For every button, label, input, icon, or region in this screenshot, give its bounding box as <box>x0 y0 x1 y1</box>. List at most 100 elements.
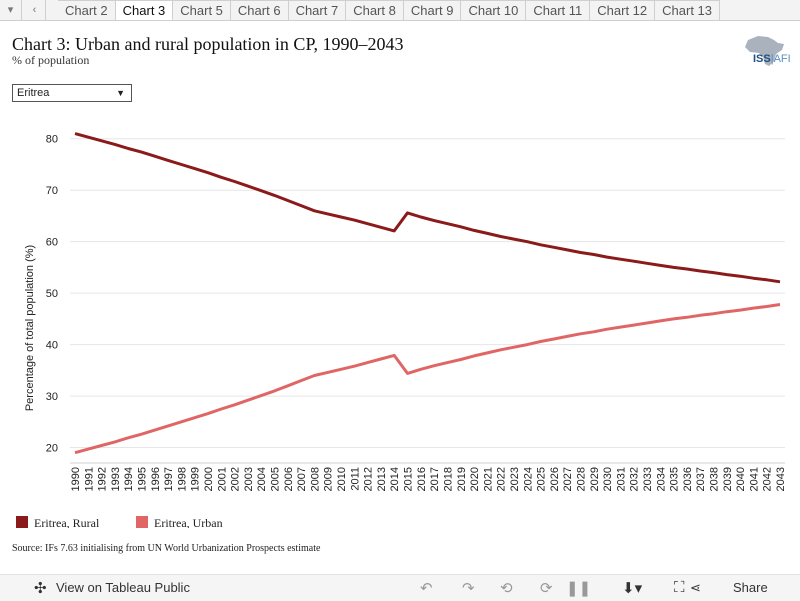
x-tick-label-2036: 2036 <box>682 467 694 491</box>
x-tick-label-2001: 2001 <box>216 467 228 491</box>
x-tick-label-2024: 2024 <box>522 467 534 491</box>
series-line-rural <box>74 132 781 284</box>
x-tick-label-1997: 1997 <box>163 467 175 491</box>
y-tick-label-80: 80 <box>46 134 58 146</box>
x-tick-label-2021: 2021 <box>482 467 494 491</box>
x-tick-label-2033: 2033 <box>642 467 654 491</box>
x-tick-label-1993: 1993 <box>110 467 122 491</box>
tab-chart-3[interactable]: Chart 3 <box>115 0 174 20</box>
legend-swatch-rural <box>16 516 28 528</box>
y-tick-label-40: 40 <box>46 340 58 352</box>
x-tick-label-2012: 2012 <box>363 467 375 491</box>
x-tick-label-2005: 2005 <box>270 467 282 491</box>
download-icon[interactable]: ⬇▾ <box>622 580 643 597</box>
x-tick-label-1998: 1998 <box>176 467 188 491</box>
x-tick-label-1992: 1992 <box>97 467 109 491</box>
y-tick-label-60: 60 <box>46 237 58 249</box>
x-tick-label-2017: 2017 <box>429 467 441 491</box>
country-filter-value: Eritrea <box>17 87 50 99</box>
x-tick-label-2019: 2019 <box>456 467 468 491</box>
x-tick-label-1994: 1994 <box>123 467 135 491</box>
x-tick-label-2030: 2030 <box>602 467 614 491</box>
x-tick-label-2004: 2004 <box>256 467 268 491</box>
legend-swatch-urban <box>136 516 148 528</box>
x-tick-label-2022: 2022 <box>496 467 508 491</box>
tab-scroll-left-chevron-icon[interactable]: ‹ <box>24 0 46 20</box>
tab-chart-13[interactable]: Chart 13 <box>655 0 721 20</box>
undo-icon[interactable]: ↶ <box>420 580 433 597</box>
legend-label-urban: Eritrea, Urban <box>154 516 223 528</box>
country-filter-dropdown[interactable]: Eritrea ▼ <box>12 84 132 102</box>
x-tick-label-2032: 2032 <box>629 467 641 491</box>
x-tick-label-2023: 2023 <box>509 467 521 491</box>
x-tick-label-2018: 2018 <box>442 467 454 491</box>
x-tick-label-2006: 2006 <box>283 467 295 491</box>
x-tick-label-2040: 2040 <box>735 467 747 491</box>
x-tick-label-2009: 2009 <box>323 467 335 491</box>
tab-chart-6[interactable]: Chart 6 <box>230 0 289 20</box>
tab-chart-7[interactable]: Chart 7 <box>288 0 347 20</box>
x-tick-label-2035: 2035 <box>669 467 681 491</box>
legend-label-rural: Eritrea, Rural <box>34 516 100 528</box>
tab-chart-2[interactable]: Chart 2 <box>58 0 116 20</box>
x-tick-label-2000: 2000 <box>203 467 215 491</box>
legend-item-urban[interactable]: Eritrea, Urban <box>136 516 223 528</box>
x-tick-label-2010: 2010 <box>336 467 348 491</box>
series-line-urban <box>74 303 781 455</box>
x-tick-label-2002: 2002 <box>230 467 242 491</box>
chart-title: Chart 3: Urban and rural population in C… <box>12 34 404 54</box>
legend-item-rural[interactable]: Eritrea, Rural <box>16 516 99 528</box>
fullscreen-icon[interactable]: ⛶ <box>674 579 685 596</box>
x-tick-label-2015: 2015 <box>403 467 415 491</box>
tab-chart-5[interactable]: Chart 5 <box>173 0 231 20</box>
x-tick-label-2026: 2026 <box>549 467 561 491</box>
x-tick-label-1990: 1990 <box>70 467 82 491</box>
chart-subtitle: % of population <box>12 53 90 67</box>
y-axis-label: Percentage of total population (%) <box>24 245 36 411</box>
x-tick-label-1996: 1996 <box>150 467 162 491</box>
x-tick-label-1999: 1999 <box>190 467 202 491</box>
pause-icon[interactable]: ❚❚ <box>566 580 592 597</box>
x-tick-label-2027: 2027 <box>562 467 574 491</box>
y-tick-label-50: 50 <box>46 288 58 300</box>
refresh-icon[interactable]: ⟳ <box>540 580 553 597</box>
share-button[interactable]: Share <box>733 580 768 595</box>
x-tick-label-2043: 2043 <box>775 467 787 491</box>
x-tick-label-2034: 2034 <box>655 467 667 491</box>
x-tick-label-2039: 2039 <box>722 467 734 491</box>
sheet-tabs: Chart 2 Chart 3 Chart 5 Chart 6 Chart 7 Chart… <box>58 0 721 20</box>
y-tick-label-30: 30 <box>46 391 58 403</box>
redo-icon[interactable]: ↷ <box>462 580 475 597</box>
tab-chart-8[interactable]: Chart 8 <box>346 0 404 20</box>
tableau-logo-icon: ✣ <box>34 580 47 597</box>
x-tick-label-2020: 2020 <box>469 467 481 491</box>
tab-menu-chevron-down-icon[interactable]: ▾ <box>0 0 22 20</box>
tab-chart-9[interactable]: Chart 9 <box>403 0 462 20</box>
tableau-toolbar: ✣ View on Tableau Public ↶ ↷ ⟲ ⟳ ❚❚ ⬇▾ ⛶… <box>0 574 800 601</box>
tab-chart-11[interactable]: Chart 11 <box>526 0 591 20</box>
caret-down-icon: ▼ <box>116 88 125 98</box>
view-on-tableau-link[interactable]: View on Tableau Public <box>56 580 190 595</box>
iss-afi-logo-text: ISS|AFI <box>753 53 791 65</box>
x-tick-label-2031: 2031 <box>615 467 627 491</box>
x-tick-label-2025: 2025 <box>536 467 548 491</box>
revert-icon[interactable]: ⟲ <box>500 580 513 597</box>
x-tick-label-2037: 2037 <box>695 467 707 491</box>
tab-chart-12[interactable]: Chart 12 <box>590 0 656 20</box>
x-tick-label-2011: 2011 <box>349 467 361 491</box>
x-tick-label-2029: 2029 <box>589 467 601 491</box>
y-tick-label-70: 70 <box>46 185 58 197</box>
x-tick-label-1995: 1995 <box>137 467 149 491</box>
x-tick-label-2013: 2013 <box>376 467 388 491</box>
source-note: Source: IFs 7.63 initialising from UN Wo… <box>12 543 321 554</box>
x-tick-label-2014: 2014 <box>389 467 401 491</box>
share-icon[interactable]: ⋖ <box>690 580 701 595</box>
y-tick-label-20: 20 <box>46 443 58 455</box>
x-tick-label-2007: 2007 <box>296 467 308 491</box>
x-tick-label-2003: 2003 <box>243 467 255 491</box>
x-tick-label-2041: 2041 <box>748 467 760 491</box>
tab-chart-10[interactable]: Chart 10 <box>461 0 527 20</box>
x-tick-label-2008: 2008 <box>309 467 321 491</box>
x-tick-label-2038: 2038 <box>708 467 720 491</box>
